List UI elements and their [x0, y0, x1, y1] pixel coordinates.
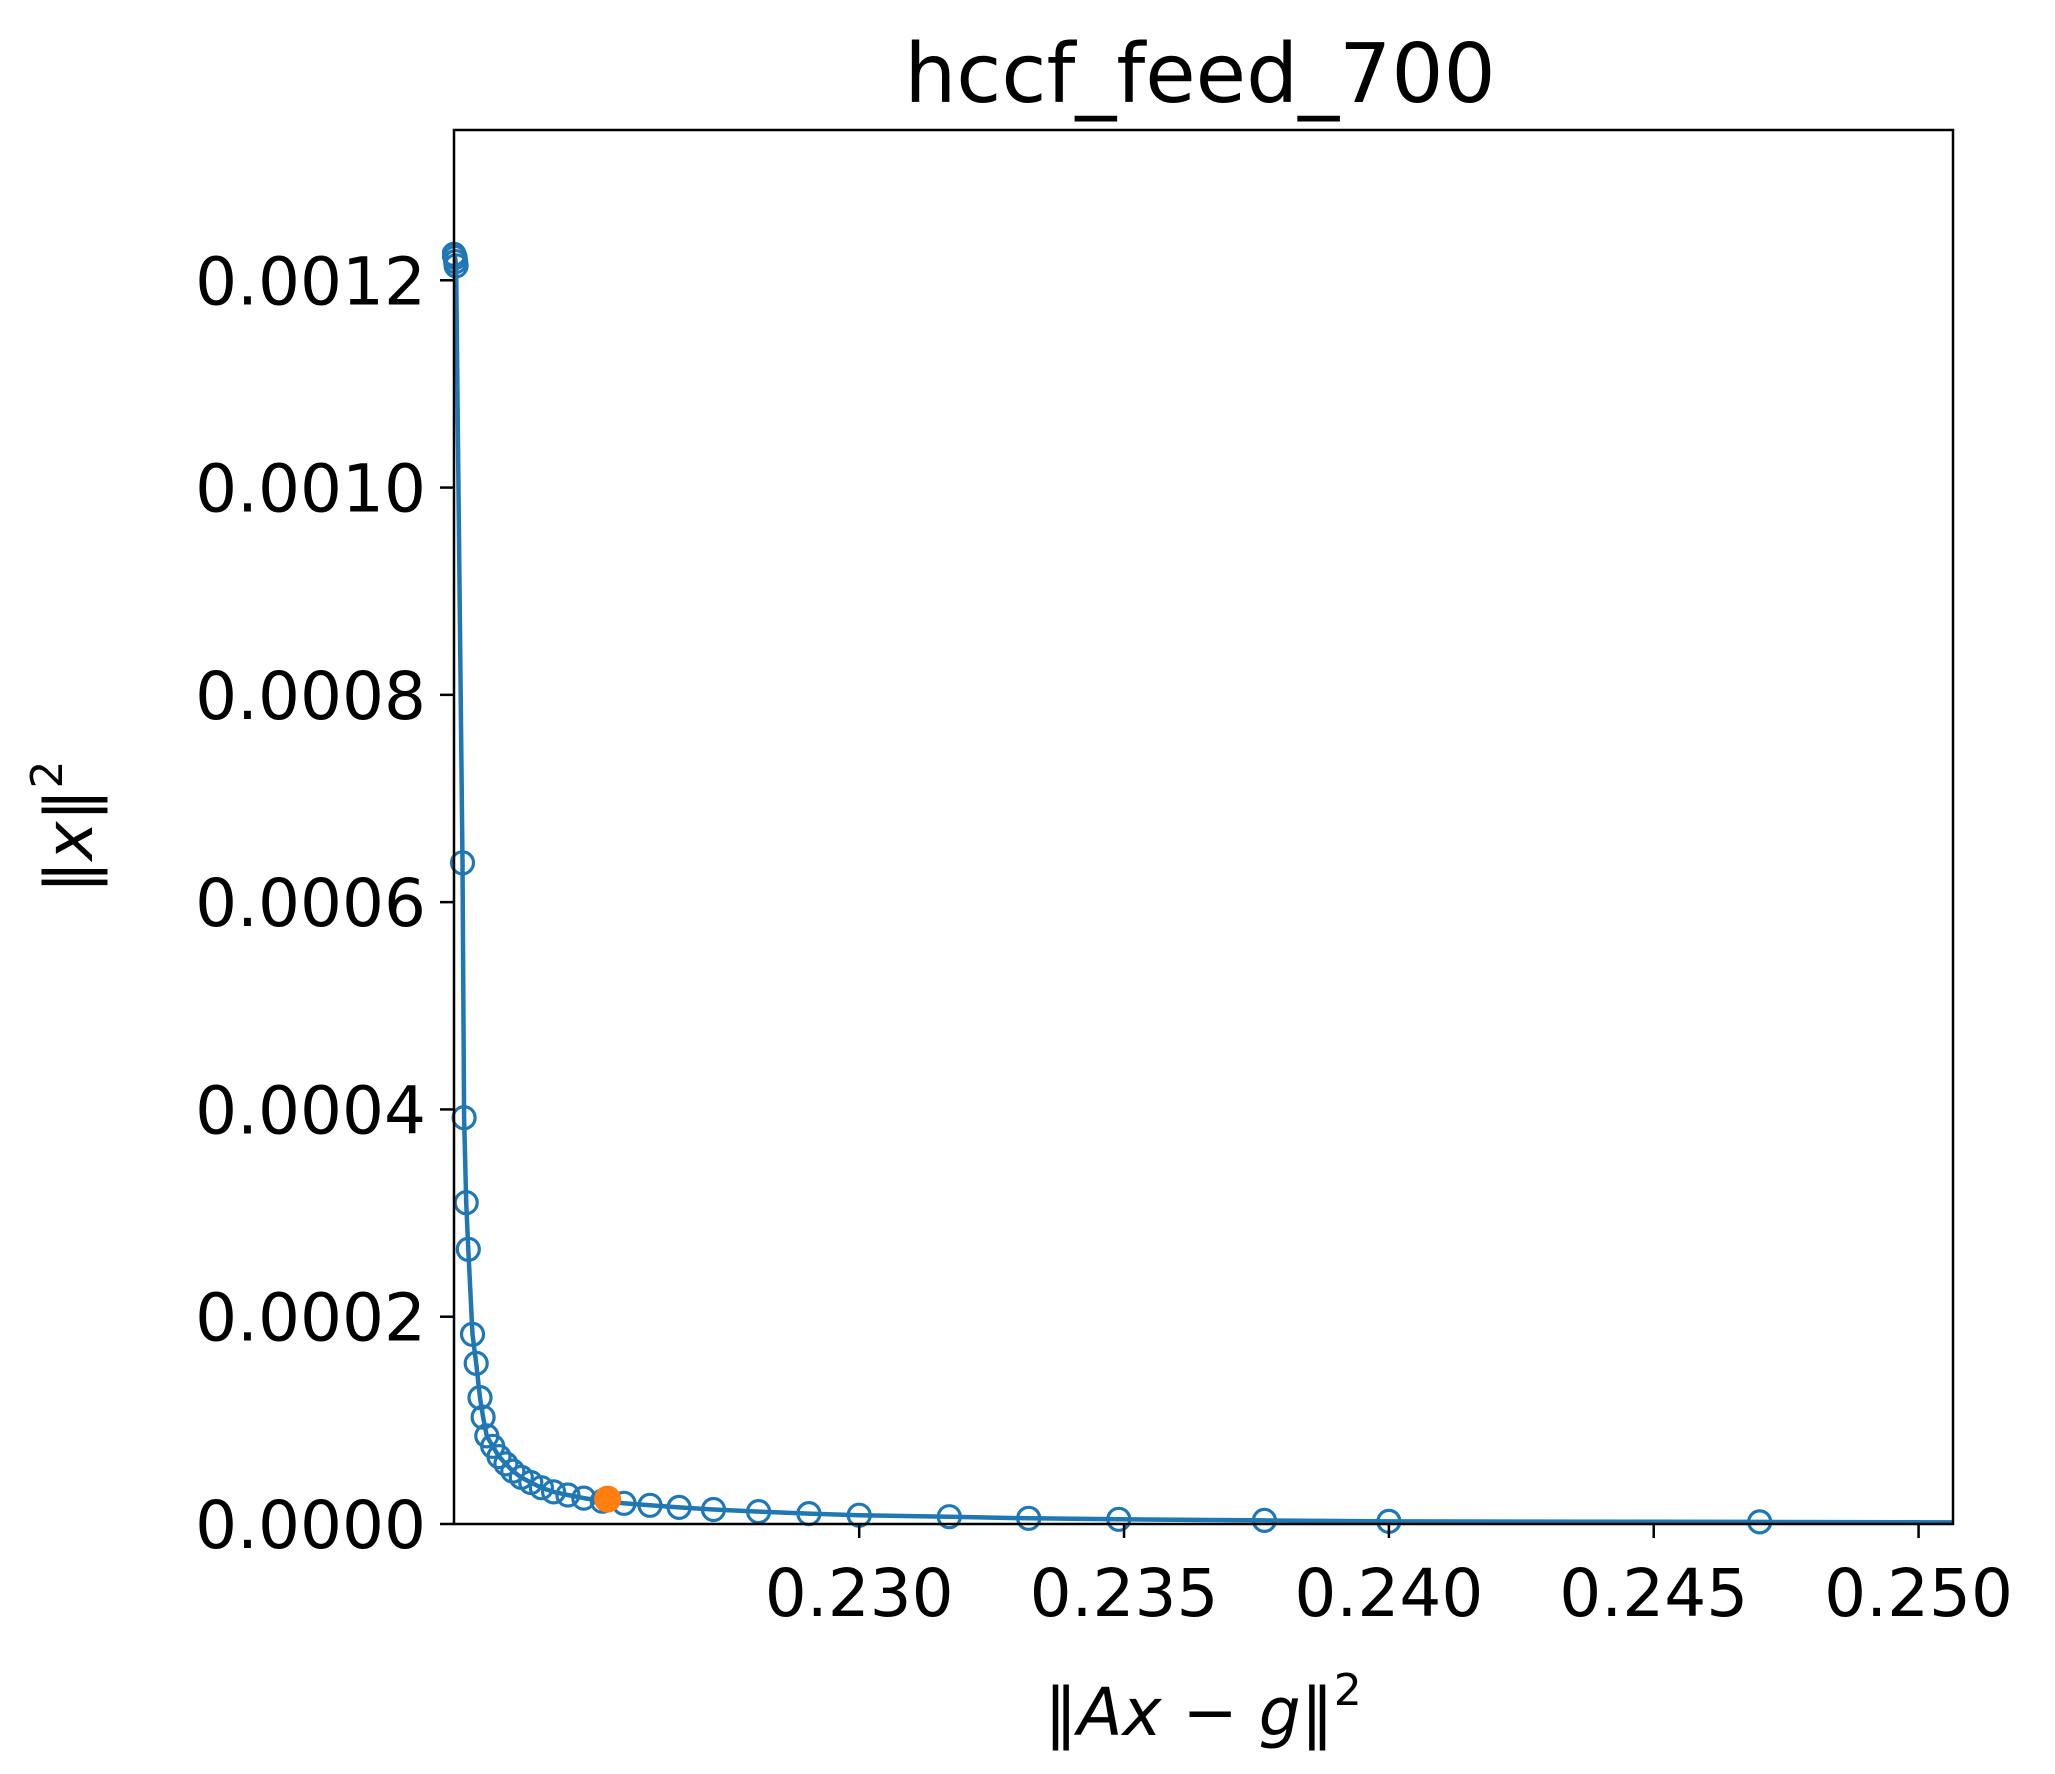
y-tick-label: 0.0000: [195, 1487, 426, 1564]
data-point: [459, 1321, 486, 1347]
series-line: [451, 253, 1953, 1525]
y-tick-label: 0.0002: [195, 1280, 426, 1357]
y-tick-label: 0.0010: [195, 451, 426, 528]
data-point: [1251, 1507, 1278, 1534]
x-tick-label: 0.250: [1824, 1555, 2013, 1632]
data-point: [449, 850, 476, 876]
x-axis-ticks: 0.230 0.235 0.240 0.245 0.250: [765, 1524, 2013, 1632]
data-point: [637, 1492, 663, 1518]
x-axis-label-expression: Ax − g: [1073, 1674, 1300, 1751]
data-point: [443, 253, 469, 279]
y-tick-label: 0.0008: [195, 658, 426, 735]
y-axis-label-exponent: 2: [22, 760, 73, 788]
x-axis-label-bar-right: ‖: [1301, 1674, 1334, 1751]
y-axis-label: ‖x‖2: [22, 760, 108, 893]
data-point: [470, 1404, 496, 1430]
data-point: [745, 1498, 772, 1525]
y-axis-label-expression: x: [31, 821, 108, 863]
data-point: [1016, 1505, 1042, 1531]
y-axis-label-bar-left: ‖: [31, 861, 108, 894]
data-point: [493, 1451, 519, 1477]
x-axis-label: ‖Ax − g‖2: [1044, 1665, 1361, 1751]
x-tick-label: 0.240: [1294, 1555, 1483, 1632]
data-point: [700, 1496, 727, 1523]
data-point: [486, 1443, 512, 1470]
y-tick-label: 0.0006: [195, 865, 426, 942]
axes-frame: [452, 128, 1955, 1526]
data-point: [540, 1479, 567, 1505]
data-point: [455, 1236, 481, 1262]
data-point: [666, 1494, 692, 1521]
x-tick-label: 0.235: [1030, 1555, 1219, 1632]
y-tick-label: 0.0012: [195, 243, 426, 320]
data-point: [936, 1504, 962, 1530]
x-axis-label-exponent: 2: [1334, 1665, 1362, 1716]
selected-point-marker: [594, 1485, 622, 1513]
y-axis-label-bar-right: ‖: [31, 788, 108, 821]
data-point: [528, 1475, 555, 1501]
data-point: [555, 1482, 581, 1508]
x-tick-label: 0.245: [1559, 1555, 1748, 1632]
x-tick-label: 0.230: [765, 1555, 954, 1632]
plot-area: [442, 128, 1955, 1535]
chart-title: hccf_feed_700: [904, 27, 1495, 122]
series-layer: [442, 241, 1953, 1535]
data-point: [463, 1350, 489, 1377]
x-axis-label-bar-left: ‖: [1044, 1674, 1077, 1751]
y-tick-label: 0.0004: [195, 1072, 426, 1149]
data-point: [1747, 1509, 1773, 1535]
data-point: [1106, 1506, 1132, 1532]
y-axis-ticks: 0.0000 0.0002 0.0004 0.0006 0.0008 0.0010 0.00…: [195, 243, 454, 1564]
data-point: [467, 1384, 493, 1411]
